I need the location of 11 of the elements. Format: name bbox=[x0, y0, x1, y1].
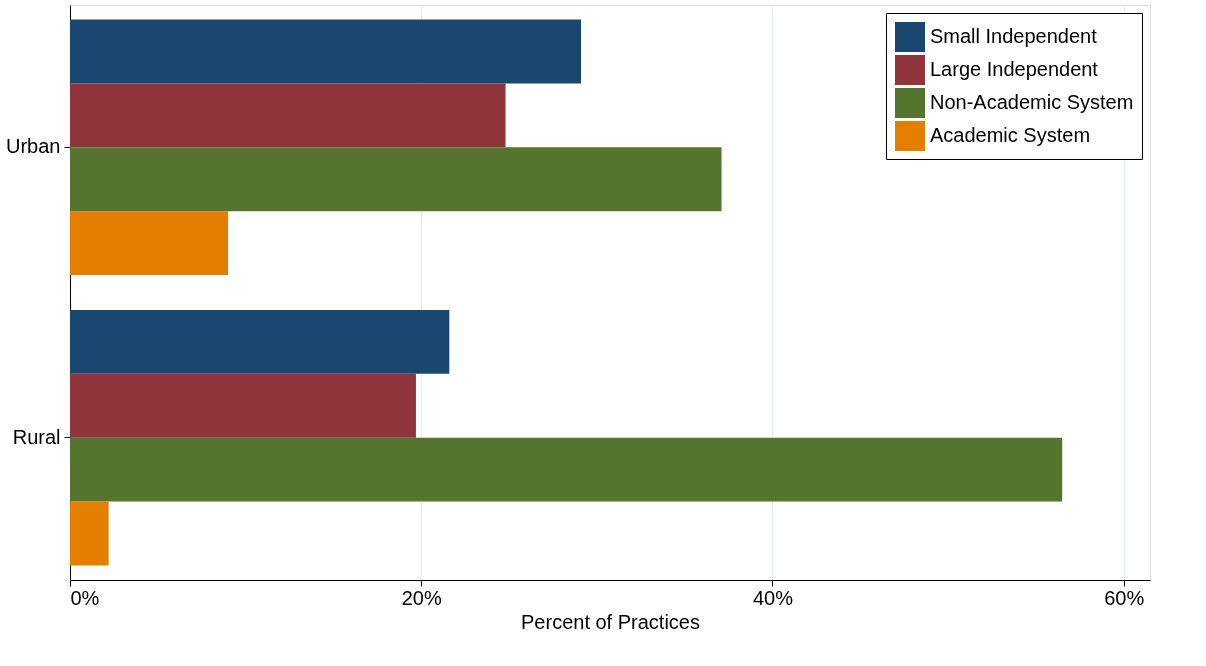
x-tick-label: 60% bbox=[1104, 586, 1145, 609]
x-axis-title: Percent of Practices bbox=[521, 610, 700, 633]
legend-label: Academic System bbox=[930, 124, 1091, 146]
x-tick-label: 0% bbox=[70, 586, 100, 609]
x-tick-label: 20% bbox=[401, 586, 442, 609]
legend-label: Non-Academic System bbox=[930, 91, 1134, 113]
y-tick-label: Rural bbox=[12, 425, 61, 448]
legend-label: Large Independent bbox=[930, 58, 1099, 80]
y-tick-label: Urban bbox=[6, 135, 61, 158]
x-tick-label: 40% bbox=[752, 586, 794, 609]
legend-label: Small Independent bbox=[930, 25, 1098, 47]
